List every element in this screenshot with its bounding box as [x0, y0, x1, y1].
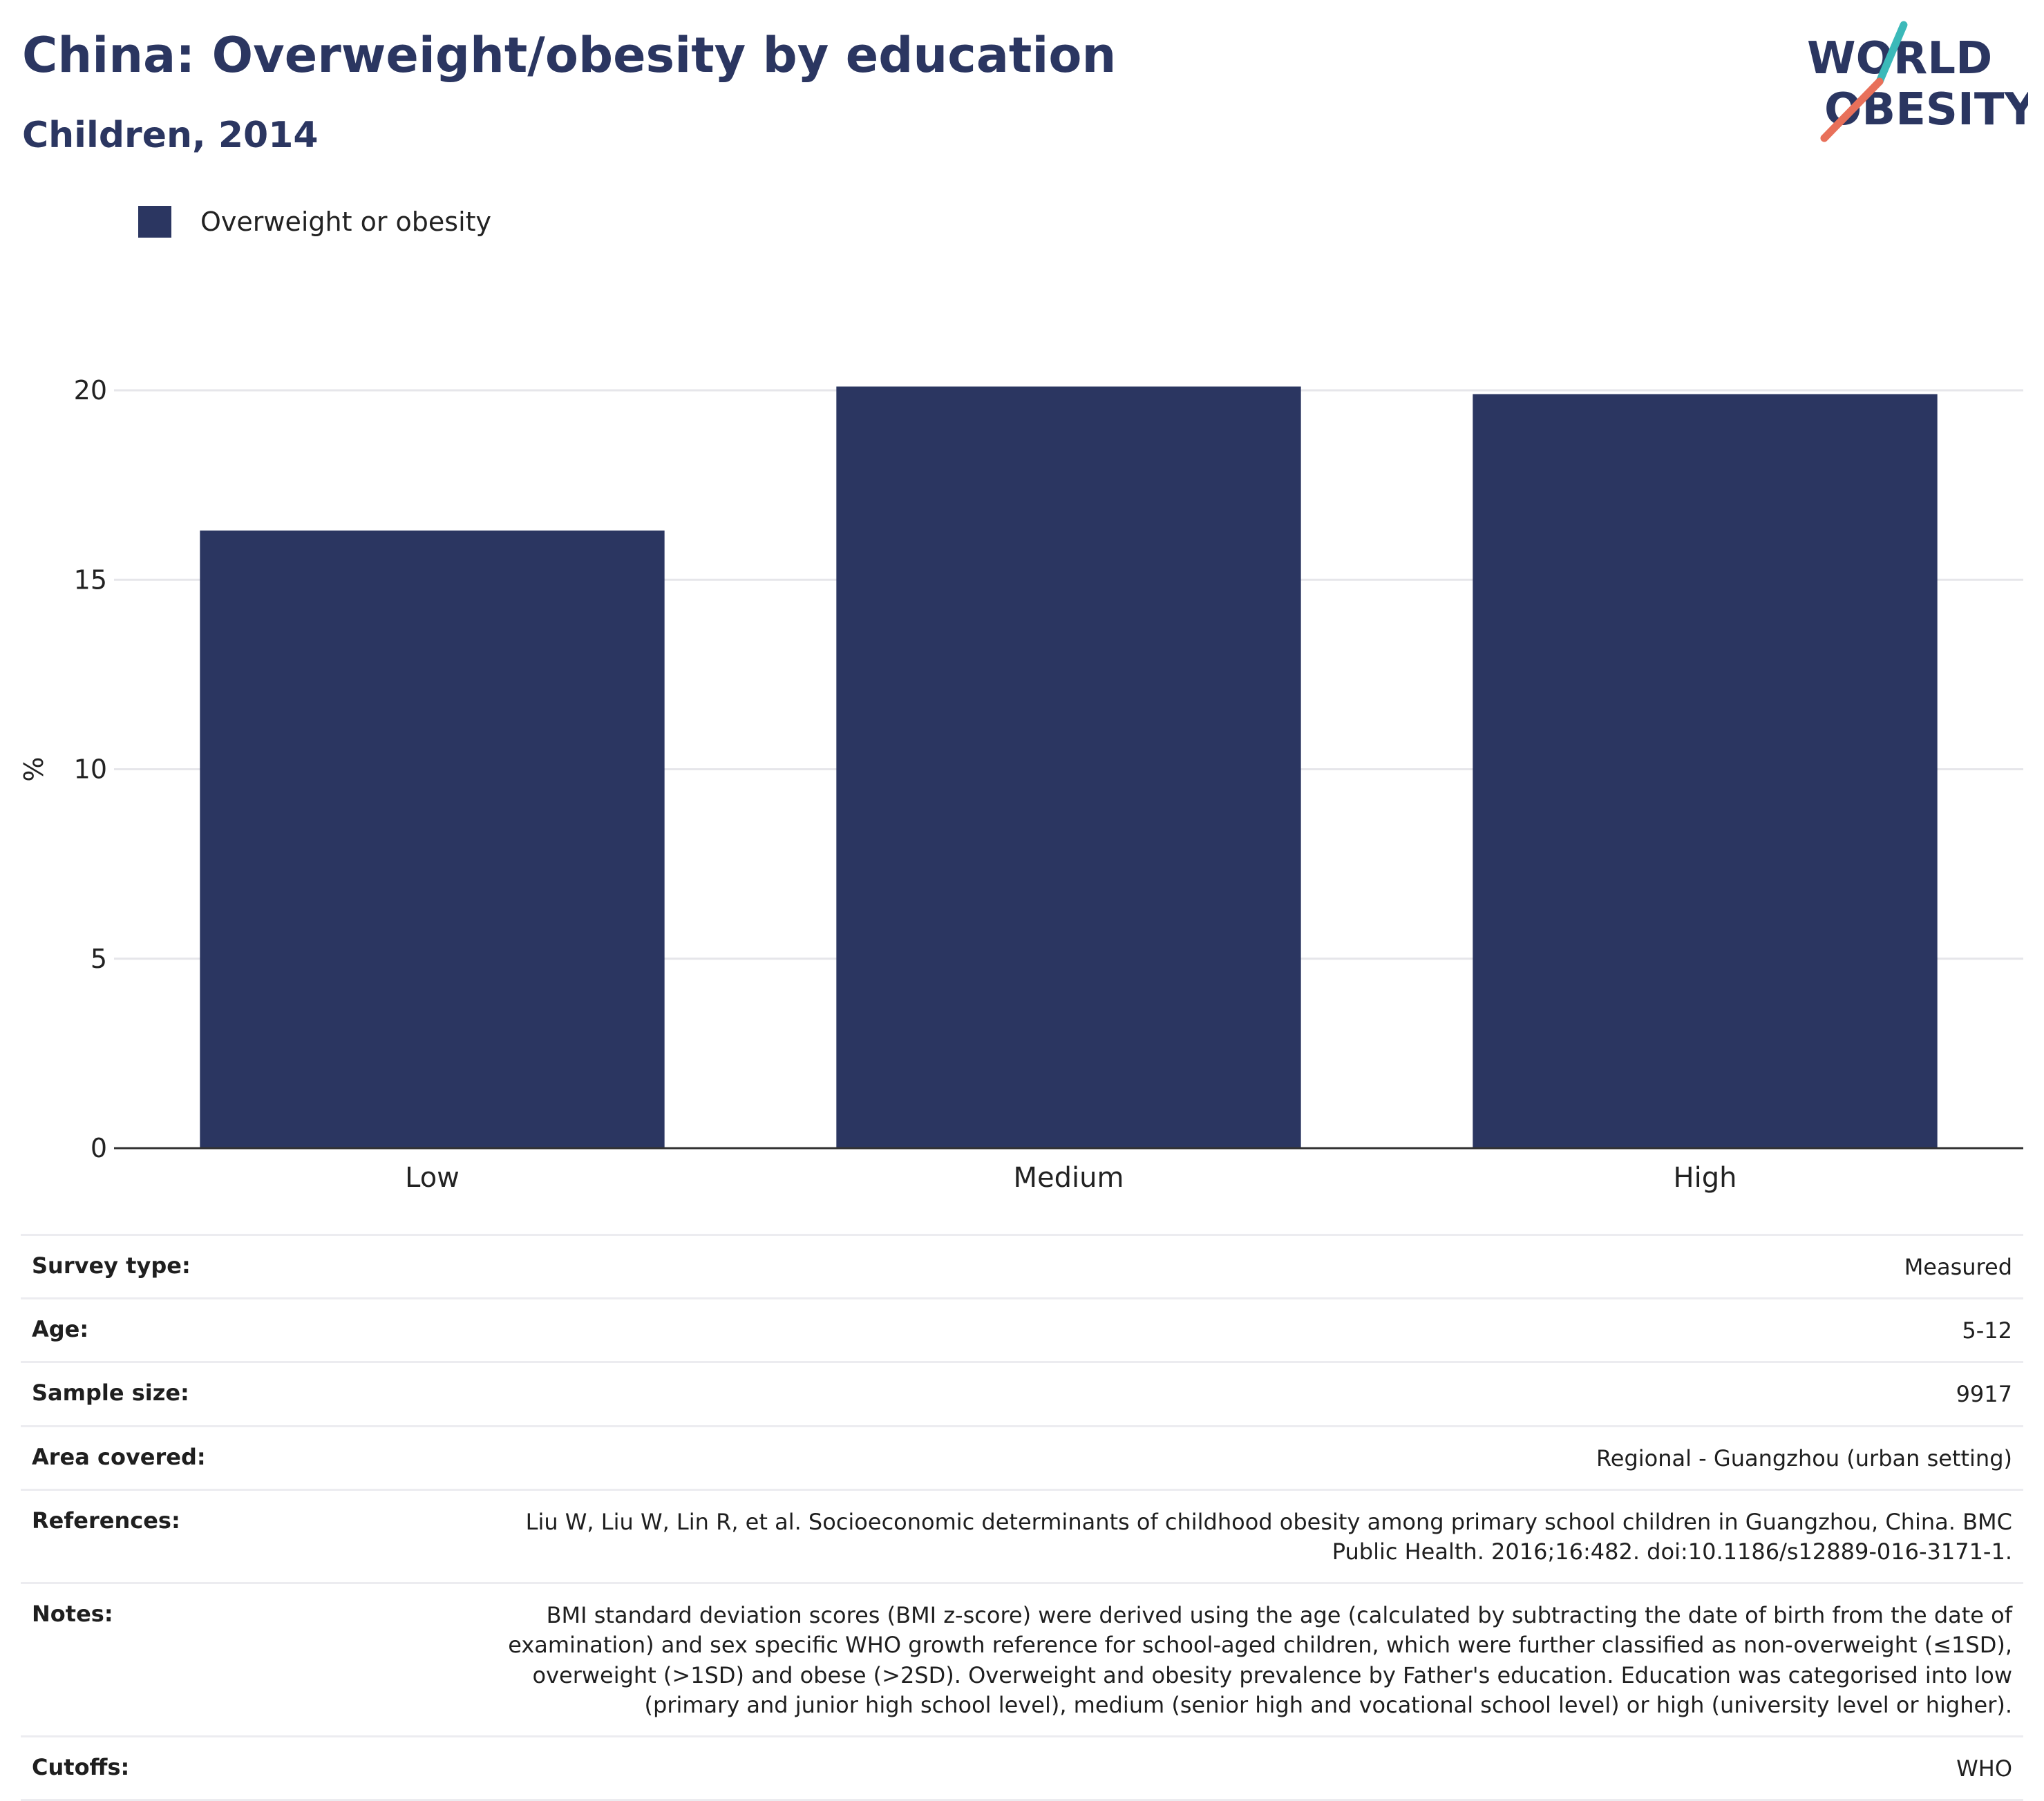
meta-key: Survey type:	[32, 1252, 191, 1279]
meta-value: 5-12	[1962, 1317, 2012, 1344]
meta-key: Notes:	[32, 1601, 113, 1628]
legend-swatch	[138, 206, 171, 238]
y-axis-ticks: 0 5 10 15 20	[74, 375, 107, 1163]
meta-value: WHO	[1956, 1755, 2012, 1782]
meta-row: Age: 5-12	[21, 1297, 2023, 1361]
meta-value: BMI standard deviation scores (BMI z-sco…	[508, 1602, 2012, 1718]
y-tick-label: 20	[74, 375, 107, 406]
logo-slash-coral	[1820, 77, 1884, 142]
bar-high[interactable]	[1473, 394, 1938, 1148]
meta-row: Survey type: Measured	[21, 1234, 2023, 1297]
bar-low[interactable]	[200, 530, 665, 1148]
world-obesity-logo: WORLD OBESITY	[1807, 21, 2028, 142]
meta-value: 9917	[1956, 1381, 2012, 1408]
meta-value: Measured	[1904, 1254, 2012, 1280]
x-tick-label: Medium	[1014, 1162, 1124, 1194]
meta-row: Notes: BMI standard deviation scores (BMI…	[21, 1582, 2023, 1735]
chart-title: China: Overweight/obesity by education	[22, 27, 1117, 84]
meta-key: References:	[32, 1507, 180, 1534]
survey-metadata-table: Survey type: Measured Age: 5-12 Sample size:…	[21, 1234, 2023, 1801]
meta-row: Area covered: Regional - Guangzhou (urban…	[21, 1424, 2023, 1489]
meta-row: References: Liu W, Liu W, Lin R, et al. S…	[21, 1488, 2023, 1582]
meta-key: Area covered:	[32, 1443, 206, 1470]
meta-key: Sample size:	[32, 1380, 189, 1407]
bar-chart: 0 5 10 15 20 Low Medium High %	[19, 375, 2023, 1194]
logo-line-2: OBESITY	[1824, 84, 2028, 135]
y-tick-label: 10	[74, 754, 107, 785]
legend-label: Overweight or obesity	[200, 207, 492, 237]
meta-value: Regional - Guangzhou (urban setting)	[1596, 1445, 2012, 1471]
bar-medium[interactable]	[836, 386, 1301, 1148]
x-axis-ticks: Low Medium High	[405, 1162, 1737, 1194]
y-axis-label: %	[19, 756, 49, 781]
logo-slash-teal	[1875, 21, 1908, 86]
bars	[200, 386, 1938, 1148]
meta-row: Sample size: 9917	[21, 1361, 2023, 1424]
meta-row: Cutoffs: WHO	[21, 1735, 2023, 1801]
meta-key: Age:	[32, 1316, 89, 1343]
y-tick-label: 15	[74, 564, 107, 595]
y-tick-label: 0	[91, 1133, 107, 1163]
y-tick-label: 5	[91, 944, 107, 974]
x-tick-label: Low	[405, 1162, 460, 1194]
chart-legend[interactable]: Overweight or obesity	[138, 206, 491, 238]
chart-subtitle: Children, 2014	[22, 115, 319, 156]
meta-key: Cutoffs:	[32, 1753, 130, 1780]
meta-value: Liu W, Liu W, Lin R, et al. Socioeconomi…	[525, 1508, 2012, 1565]
x-tick-label: High	[1674, 1162, 1737, 1194]
